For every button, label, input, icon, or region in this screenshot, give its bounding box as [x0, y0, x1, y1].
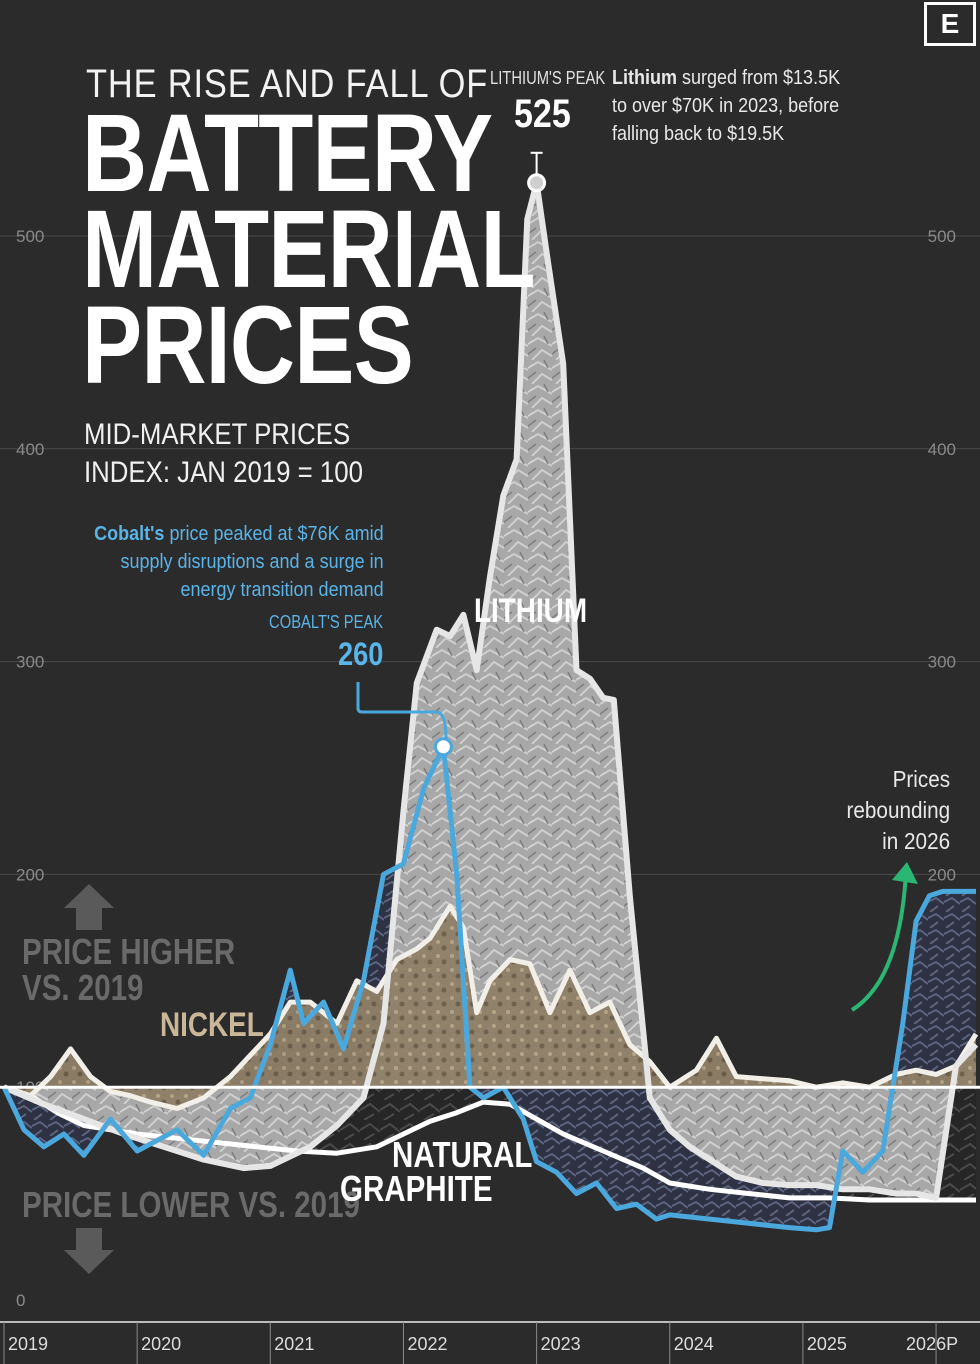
graphite-label-line-2: GRAPHITE [340, 1168, 493, 1209]
y-tick-right-400: 400 [928, 440, 956, 459]
cobalt-peak-marker [433, 737, 453, 757]
lithium-note-line-2: to over $70K in 2023, before [612, 95, 840, 117]
price-higher-label: PRICE HIGHER VS. 2019 [22, 934, 235, 1006]
lithium-peak-value: 525 [514, 92, 571, 136]
y-tick-left-0: 0 [16, 1291, 25, 1310]
x-tick-label-2025: 2025 [807, 1334, 847, 1354]
x-tick-label-2023: 2023 [541, 1334, 581, 1354]
rebound-arrow-shaft [850, 871, 908, 1012]
lithium-label: LITHIUM [474, 592, 588, 630]
graphite-label-line-1: NATURAL [392, 1134, 533, 1175]
arrow-down-icon [64, 1228, 114, 1274]
x-tick-label-2024: 2024 [674, 1334, 714, 1354]
cobalt-note: Cobalt's price peaked at $76K amid suppl… [95, 520, 384, 604]
cobalt-note-line-2: supply disruptions and a surge in [120, 551, 385, 573]
arrow-up-icon [64, 884, 114, 930]
cobalt-note-line-3: energy transition demand [180, 579, 384, 601]
rebound-note-line-3: in 2026 [882, 828, 950, 854]
rebound-arrow-head [892, 862, 918, 884]
nickel-label: NICKEL [160, 1006, 264, 1044]
nickel-area [4, 906, 976, 1109]
nickel-line [3, 903, 979, 1111]
title-line-3: PRICES [82, 284, 414, 407]
annotations [64, 151, 918, 1274]
cobalt-note-line-1: price peaked at $76K amid [164, 523, 384, 545]
x-tick-label-2022: 2022 [407, 1334, 447, 1354]
x-tick-label-2021: 2021 [274, 1334, 314, 1354]
cobalt-line [1, 744, 976, 1233]
graphite-line [3, 1084, 976, 1203]
rebound-note: Prices rebounding in 2026 [846, 764, 950, 857]
y-tick-left-200: 200 [16, 865, 44, 884]
x-axis: 2019 2020 2021 2022 2023 2024 2025 2026P [0, 1321, 980, 1364]
cobalt-peak-value: 260 [337, 636, 383, 672]
lithium-note-bold: Lithium [612, 67, 677, 89]
y-tick-right-300: 300 [928, 653, 956, 672]
rebound-note-line-2: rebounding [846, 797, 950, 823]
subtitle-prices: MID-MARKET PRICES [84, 418, 351, 451]
y-tick-left-400: 400 [16, 440, 44, 459]
cobalt-note-bold: Cobalt's [94, 523, 165, 545]
y-tick-left-500: 500 [16, 227, 44, 246]
subtitle-index: INDEX: JAN 2019 = 100 [84, 456, 363, 489]
x-tick-label-2019: 2019 [8, 1334, 48, 1354]
lithium-area [4, 182, 976, 1198]
x-tick-label-2026: 2026P [906, 1334, 958, 1354]
price-higher-line-1: PRICE HIGHER [22, 931, 236, 972]
y-tick-right-200: 200 [928, 865, 956, 884]
price-higher-line-2: VS. 2019 [22, 967, 144, 1008]
y-tick-left-300: 300 [16, 653, 44, 672]
cobalt-peak-pointer [356, 682, 448, 739]
lithium-peak-label: LITHIUM'S PEAK [490, 68, 606, 88]
price-lower-label: PRICE LOWER VS. 2019 [22, 1184, 360, 1225]
x-tick-label-2020: 2020 [141, 1334, 181, 1354]
cobalt-peak-label: COBALT'S PEAK [268, 612, 383, 632]
title-prefix: THE RISE AND FALL OF [86, 62, 489, 106]
lithium-peak-marker [527, 173, 547, 193]
lithium-note-line-3: falling back to $19.5K [612, 123, 785, 145]
publisher-logo[interactable]: E [924, 2, 976, 46]
lithium-note-line-1: surged from $13.5K [676, 67, 841, 89]
series-group [0, 179, 980, 1233]
rebound-note-line-1: Prices [892, 766, 950, 792]
title-line-2: MATERIAL [82, 188, 536, 311]
y-tick-right-500: 500 [928, 227, 956, 246]
lithium-note: Lithium surged from $13.5K to over $70K … [612, 64, 840, 148]
title-line-1: BATTERY [82, 92, 493, 215]
